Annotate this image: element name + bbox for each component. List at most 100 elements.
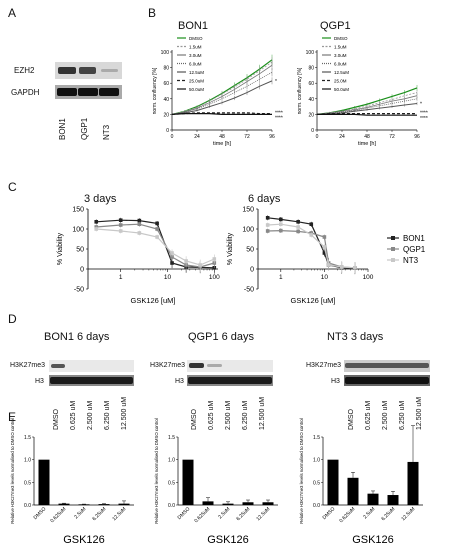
- data-point: [170, 261, 174, 265]
- y-tick-label: 0.5: [24, 480, 31, 486]
- data-point: [278, 228, 283, 233]
- data-point: [296, 229, 300, 234]
- data-point: [212, 257, 217, 261]
- blot-d2-row-h3k27me3: H3K27me3: [150, 362, 186, 369]
- y-tick-label: 0.0: [24, 503, 31, 509]
- bar: [407, 461, 419, 505]
- growth-chart-bon1: 0 20 40 60 80 100 0 24 48 72 96 time [h] norm. confl…: [152, 36, 283, 147]
- y-tick-label: 100: [242, 227, 254, 234]
- x-tick-label: 72: [389, 134, 395, 140]
- legend-label: QGP1: [403, 245, 426, 254]
- data-point: [309, 233, 314, 237]
- series-line: [96, 219, 215, 269]
- band: [189, 363, 204, 368]
- data-point: [278, 222, 283, 226]
- data-point: [326, 263, 331, 267]
- data-point: [118, 218, 123, 222]
- category-label: 2.5uM: [362, 506, 376, 520]
- category-label: 12.5uM: [255, 506, 271, 522]
- y-tick-label: 0: [166, 128, 169, 134]
- band: [345, 377, 429, 384]
- y-tick-label: 20: [163, 112, 169, 118]
- panel-letter-d: D: [8, 312, 17, 326]
- blot-a-label-gapdh: GAPDH: [11, 88, 40, 97]
- y-tick-label: 50: [246, 247, 254, 254]
- legend-marker: [391, 247, 395, 251]
- legend-label: 6.0uM: [189, 62, 202, 67]
- y-axis-label: Relative H3K27me3 levels normalised to D…: [10, 418, 15, 524]
- legend-label: 12.5uM: [334, 70, 349, 75]
- y-tick-label: 80: [163, 66, 169, 72]
- data-point: [94, 227, 99, 231]
- x-tick-label: 1: [119, 274, 123, 281]
- y-tick-label: 1.5: [168, 435, 175, 441]
- data-point: [353, 266, 357, 270]
- significance-star: ****: [420, 116, 428, 122]
- y-tick-label: 50: [76, 247, 84, 254]
- data-point: [155, 227, 159, 231]
- legend-label: DMSO: [334, 36, 348, 41]
- blot-d3-row-h3k27me3: H3K27me3: [306, 362, 342, 369]
- band: [345, 363, 429, 368]
- bar: [347, 477, 359, 505]
- y-tick-label: 100: [306, 50, 315, 56]
- band: [99, 88, 119, 96]
- legend-label: 1.5uM: [334, 45, 347, 50]
- x-tick-label: 1: [279, 274, 283, 281]
- x-tick-label: 100: [363, 274, 374, 281]
- blot-a-ezh2-strip: [55, 62, 122, 79]
- y-tick-label: -50: [244, 287, 254, 294]
- x-tick-label: 100: [209, 274, 220, 281]
- legend-label: DMSO: [189, 36, 203, 41]
- band: [101, 69, 118, 72]
- data-point: [265, 216, 270, 220]
- blot-d3-title: NT3 3 days: [327, 331, 384, 343]
- data-point: [265, 229, 270, 233]
- blot-lane-label: 2.500 uM: [225, 400, 232, 430]
- bar: [327, 459, 339, 505]
- x-axis-label: GSK126: [207, 534, 249, 546]
- viability-chart-3days: 150 100 50 0 -50 1 10 100 GSK126 [uM] % Viability: [57, 207, 220, 306]
- blot-a-gapdh-strip: [55, 85, 122, 99]
- viability-chart-6days: 150 100 50 0 -50 1 10 100 GSK126 [uM] % Viability: [227, 207, 374, 306]
- blot-a-lane-nt3: NT3: [102, 124, 111, 140]
- chart-c2-title: 6 days: [248, 193, 281, 205]
- series-line: [96, 223, 215, 268]
- category-label: DMSO: [322, 506, 337, 521]
- category-label: 6.25uM: [380, 506, 396, 522]
- data-point: [339, 265, 344, 269]
- legend-marker: [391, 236, 395, 240]
- bar: [98, 504, 110, 505]
- y-tick-label: 20: [308, 112, 314, 118]
- category-label: 0.625uM: [49, 506, 67, 524]
- blot-lane-label: 6.250 uM: [104, 400, 111, 430]
- category-label: 2.5uM: [73, 506, 87, 520]
- x-axis-label: time [h]: [358, 141, 377, 147]
- blot-lane-label: 12.500 uM: [259, 396, 266, 430]
- blot-d1-strip-bottom: [49, 375, 134, 386]
- series-line: [171, 113, 272, 116]
- blot-d3-strip-bottom: [344, 375, 430, 386]
- blot-d3-strip-top: [344, 360, 430, 372]
- y-tick-label: 0.5: [313, 480, 320, 486]
- bar: [38, 459, 50, 505]
- y-tick-label: 0.0: [313, 503, 320, 509]
- y-tick-label: 0: [311, 128, 314, 134]
- category-label: 6.25uM: [91, 506, 107, 522]
- bar: [222, 503, 234, 505]
- y-tick-label: 40: [308, 97, 314, 103]
- bar: [387, 495, 399, 505]
- category-label: DMSO: [177, 506, 192, 521]
- significance-star: ****: [420, 111, 428, 117]
- bar: [367, 493, 379, 505]
- significance-star: *: [420, 101, 422, 107]
- band: [51, 364, 65, 368]
- x-axis-label: time [h]: [213, 141, 232, 147]
- viability-legend: BON1 QGP1 NT3: [387, 234, 426, 265]
- y-tick-label: 1.0: [24, 458, 31, 464]
- x-tick-label: 24: [194, 134, 200, 140]
- bar-chart-qgp1: 0.0 0.5 1.0 1.5 DMSO 0.625uM 2.5uM 6.25uM 12.5uM…: [154, 418, 278, 546]
- category-label: 2.5uM: [217, 506, 231, 520]
- y-tick-label: 1.5: [313, 435, 320, 441]
- y-tick-label: 40: [163, 97, 169, 103]
